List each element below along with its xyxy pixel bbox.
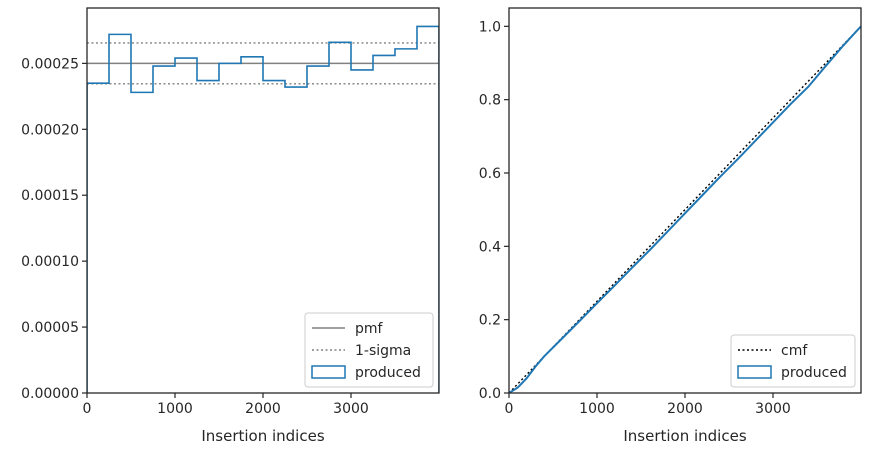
y-tick-label: 1.0 [479,19,501,35]
chart-panel-2: 0 1000 2000 3000 0.0 0.2 0.4 0.6 0.8 1.0 Insertion… [479,7,862,445]
y-tick-label: 0.00010 [21,254,79,270]
legend-swatch [737,365,772,379]
y-tick-label: 0.00005 [21,320,79,336]
series-produced [87,25,439,393]
legend-label: pmf [355,321,384,337]
y-tick-label: 0.0 [479,386,501,402]
legend-label: 1-sigma [355,343,411,359]
legend-box [304,312,434,388]
series-cmf [509,25,861,393]
x-tick-label: 3000 [755,401,791,417]
y-tick-label: 0.2 [479,313,501,329]
x-tick-label: 2000 [245,401,281,417]
y-tick-label: 0.00000 [21,386,79,402]
x-tick-label: 1000 [157,401,193,417]
y-tick-label: 0.00025 [21,56,79,72]
series-produced [509,25,861,393]
x-tick-label: 3000 [333,401,369,417]
x-tick-label: 0 [83,401,92,417]
y-tick-label: 0.8 [479,93,501,109]
x-axis-label: Insertion indices [623,427,746,445]
legend-box [730,334,856,388]
x-tick-label: 0 [505,401,514,417]
legend-label: produced [355,365,421,381]
chart-panel-1: 0 1000 2000 3000 0.00000 0.00005 0.00010 0.0001… [21,7,440,445]
x-tick-label: 1000 [579,401,615,417]
plot-area [509,25,861,393]
legend-swatch [311,365,346,379]
y-tick-label: 0.00015 [21,188,79,204]
y-tick-label: 0.00020 [21,122,79,138]
plot-area [87,25,439,393]
legend: pmf 1-sigma produced [304,312,434,388]
legend-label: produced [781,365,847,381]
x-axis-label: Insertion indices [201,427,324,445]
legend: cmf produced [730,334,856,388]
y-tick-label: 0.4 [479,239,501,255]
x-tick-label: 2000 [667,401,703,417]
legend-label: cmf [781,343,808,359]
y-tick-label: 0.6 [479,166,501,182]
